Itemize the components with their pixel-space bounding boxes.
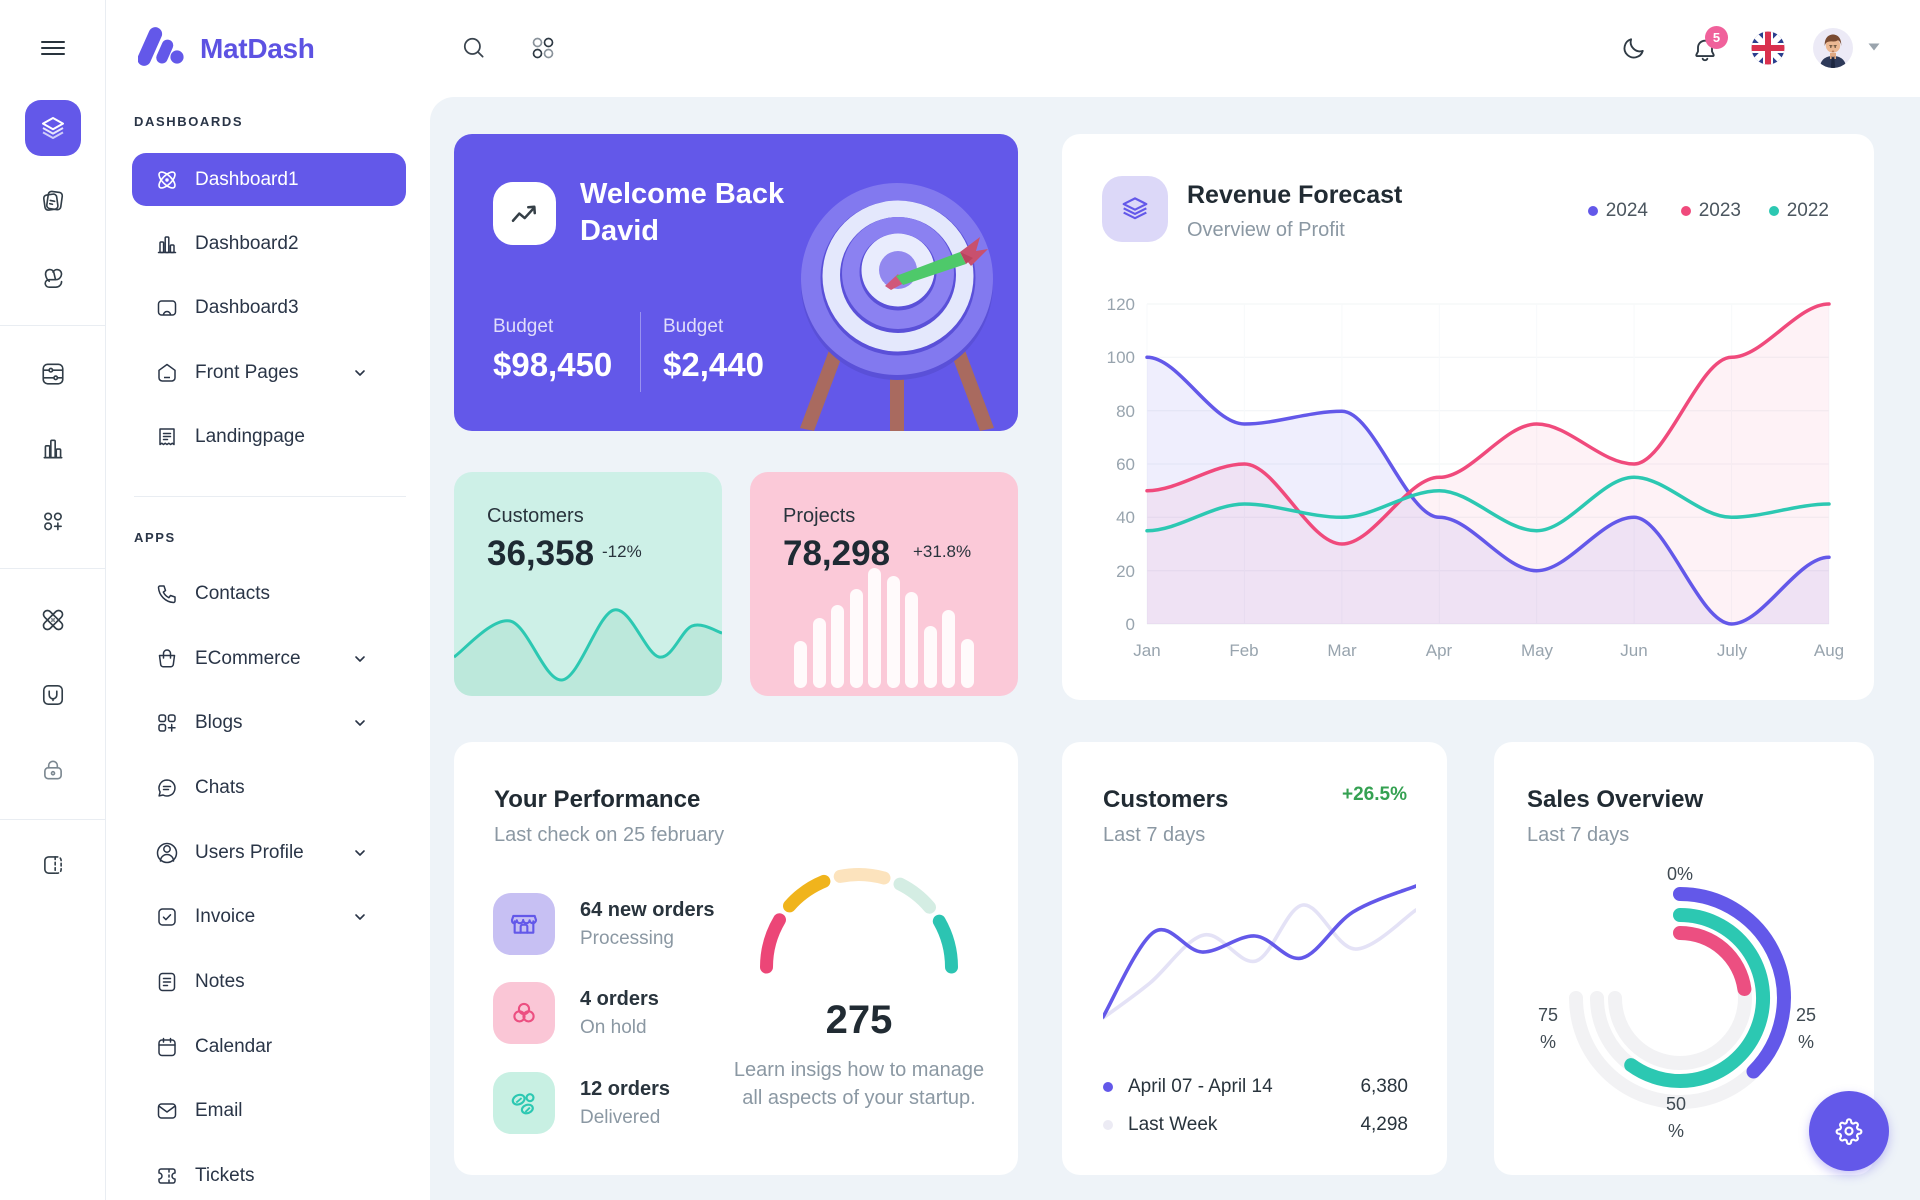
svg-text:Mar: Mar <box>1327 641 1357 660</box>
svg-text:Jan: Jan <box>1133 641 1160 660</box>
svg-text:100: 100 <box>1107 348 1135 367</box>
svg-text:60: 60 <box>1116 455 1135 474</box>
svg-text:July: July <box>1717 641 1748 660</box>
svg-text:0: 0 <box>1126 615 1135 634</box>
svg-text:80: 80 <box>1116 402 1135 421</box>
svg-text:Feb: Feb <box>1229 641 1258 660</box>
svg-text:Apr: Apr <box>1426 641 1453 660</box>
svg-text:May: May <box>1521 641 1554 660</box>
svg-text:Aug: Aug <box>1814 641 1844 660</box>
svg-text:120: 120 <box>1107 295 1135 314</box>
svg-text:40: 40 <box>1116 508 1135 527</box>
svg-text:20: 20 <box>1116 562 1135 581</box>
svg-text:Jun: Jun <box>1620 641 1647 660</box>
